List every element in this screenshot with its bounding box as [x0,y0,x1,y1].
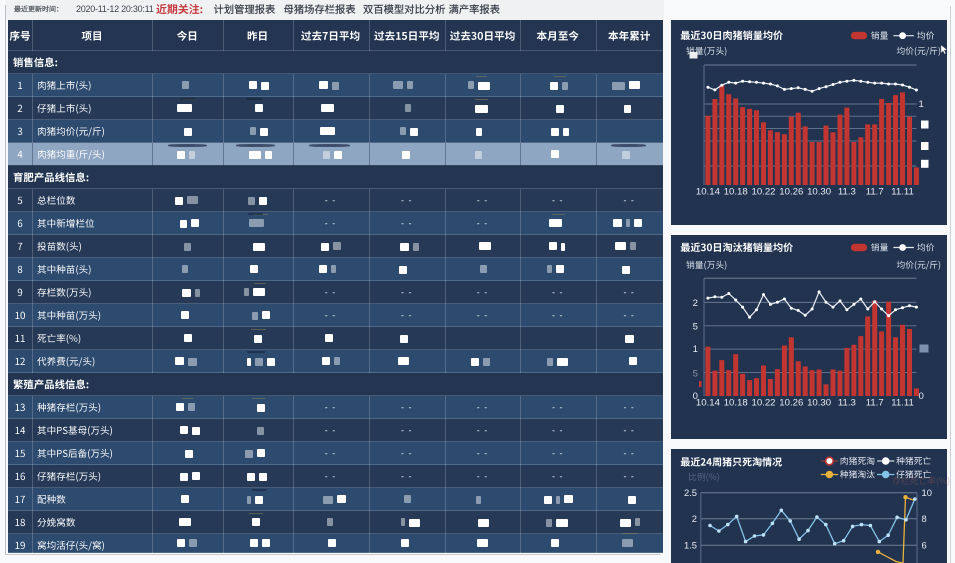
svg-text:10.22: 10.22 [751,187,775,198]
svg-text:2: 2 [692,513,697,524]
svg-text:11.7: 11.7 [866,187,884,198]
svg-text:- -: - - [477,287,489,297]
svg-text:10.18: 10.18 [724,187,748,198]
svg-text:- -: - - [477,402,489,412]
svg-text:2020-11-12 20:30:11: 2020-11-12 20:30:11 [76,4,154,14]
svg-text:- -: - - [325,471,337,481]
svg-text:- -: - - [401,402,413,412]
svg-text:- -: - - [552,402,564,412]
svg-text:- -: - - [552,425,564,435]
svg-text:6: 6 [922,540,927,551]
svg-text:- -: - - [623,402,635,412]
svg-text:5: 5 [693,322,698,333]
svg-text:5: 5 [693,369,698,380]
svg-text:2: 2 [693,298,698,309]
svg-text:- -: - - [325,218,337,228]
svg-text:- -: - - [401,287,413,297]
svg-text:- -: - - [325,425,337,435]
svg-text:- -: - - [401,195,413,205]
svg-text:10.26: 10.26 [779,398,803,409]
svg-text:10.22: 10.22 [751,398,775,409]
svg-text:- -: - - [552,287,564,297]
svg-text:1: 1 [919,99,924,110]
svg-text:0: 0 [693,391,698,402]
svg-text:11.3: 11.3 [838,398,856,409]
svg-text:- -: - - [623,310,635,320]
svg-text:- -: - - [623,287,635,297]
svg-text:- -: - - [623,425,635,435]
svg-text:11.11: 11.11 [891,187,914,198]
svg-text:- -: - - [477,448,489,458]
svg-text:10.14: 10.14 [696,398,721,409]
svg-text:1: 1 [693,344,698,355]
svg-text:- -: - - [552,310,564,320]
svg-text:- -: - - [552,471,564,481]
svg-text:- -: - - [325,448,337,458]
svg-text:11.7: 11.7 [866,398,884,409]
svg-text:- -: - - [477,310,489,320]
svg-text:- -: - - [401,471,413,481]
svg-text:10.30: 10.30 [807,398,831,409]
svg-text:- -: - - [477,471,489,481]
svg-text:- -: - - [477,195,489,205]
svg-text:10: 10 [922,487,932,498]
svg-text:10.14: 10.14 [696,187,721,198]
svg-text:- -: - - [552,448,564,458]
svg-text:- -: - - [401,218,413,228]
svg-text:- -: - - [477,218,489,228]
svg-text:1.5: 1.5 [684,540,697,551]
svg-text:8: 8 [922,513,927,524]
svg-text:- -: - - [477,425,489,435]
svg-text:0: 0 [919,391,924,402]
svg-text:11.3: 11.3 [838,187,856,198]
svg-text:- -: - - [325,287,337,297]
svg-text:10.26: 10.26 [779,187,803,198]
svg-text:- -: - - [623,471,635,481]
svg-text:- -: - - [623,195,635,205]
svg-text:- -: - - [325,195,337,205]
svg-text:10.30: 10.30 [807,187,831,198]
svg-text:- -: - - [552,195,564,205]
svg-text:- -: - - [623,448,635,458]
svg-text:2.5: 2.5 [684,487,697,498]
svg-text:- -: - - [401,425,413,435]
svg-text:- -: - - [401,448,413,458]
svg-text:- -: - - [325,402,337,412]
svg-text:- -: - - [401,310,413,320]
svg-text:10.18: 10.18 [724,398,748,409]
svg-text:- -: - - [325,310,337,320]
svg-text:11.11: 11.11 [891,398,914,409]
